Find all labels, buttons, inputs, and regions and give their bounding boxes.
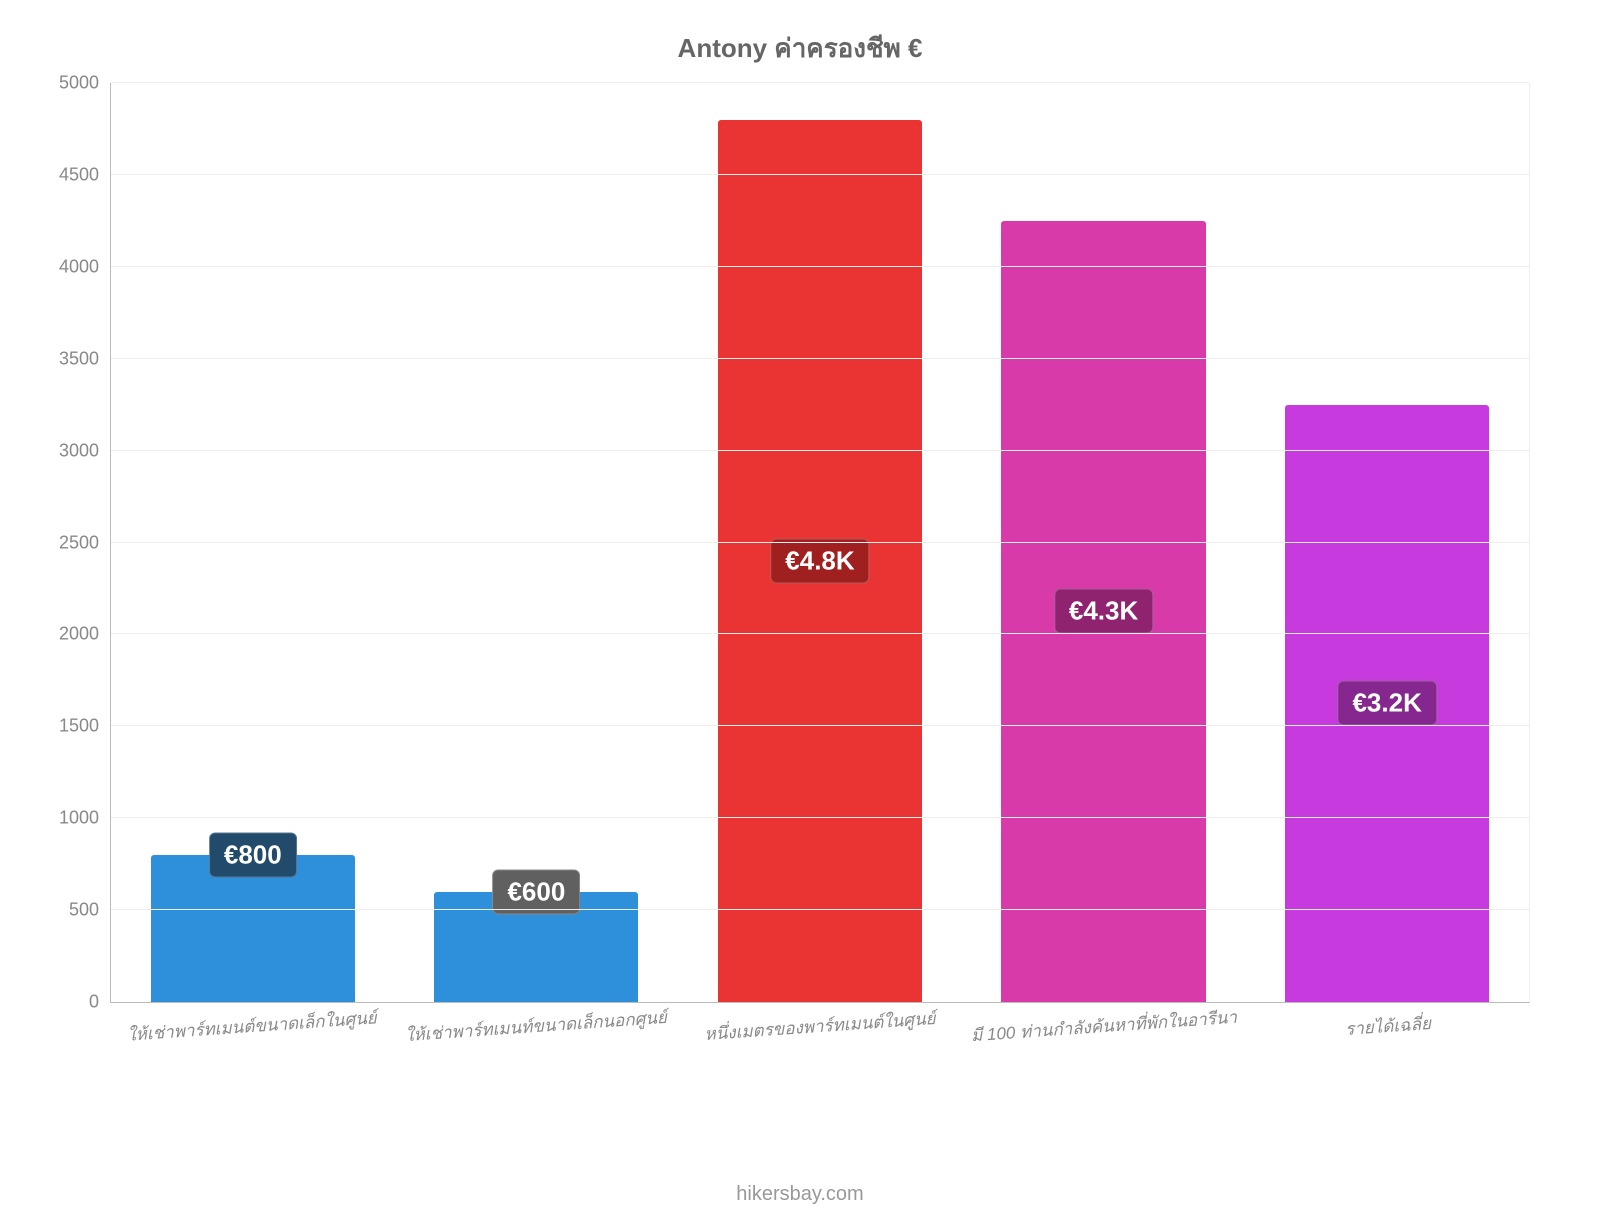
ytick-label: 4500 xyxy=(59,164,111,185)
bar-slot: €800 xyxy=(111,83,395,1002)
gridline xyxy=(111,174,1529,175)
ytick-label: 0 xyxy=(89,992,111,1013)
bar: €800 xyxy=(151,855,355,1002)
bar-slot: €3.2K xyxy=(1245,83,1529,1002)
x-axis: ให้เช่าพาร์ทเมนต์ขนาดเล็กในศูนย์ให้เช่าพ… xyxy=(110,1003,1530,1093)
bar-value-label: €600 xyxy=(492,869,580,914)
ytick-label: 5000 xyxy=(59,73,111,94)
footer-credit: hikersbay.com xyxy=(40,1183,1560,1206)
bar-value-label: €4.3K xyxy=(1054,589,1153,634)
bar-value-label: €4.8K xyxy=(770,538,869,583)
bar-value-label: €3.2K xyxy=(1337,681,1436,726)
gridline xyxy=(111,909,1529,910)
gridline xyxy=(111,358,1529,359)
ytick-label: 1500 xyxy=(59,716,111,737)
xaxis-slot: รายได้เฉลี่ย xyxy=(1246,1003,1530,1093)
gridline xyxy=(111,542,1529,543)
plot-area: €800€600€4.8K€4.3K€3.2K 0500100015002000… xyxy=(110,83,1530,1003)
chart-container: Antony ค่าครองชีพ € €800 €600 €4.8K €4.3K €3… xyxy=(0,0,1600,1200)
xaxis-slot: มี 100 ท่านกำลังค้นหาที่พักในอารีนา xyxy=(962,1003,1246,1093)
bar: €4.3K xyxy=(1001,221,1205,1002)
gridline xyxy=(111,266,1529,267)
ytick-label: 2000 xyxy=(59,624,111,645)
xtick-label: มี 100 ท่านกำลังค้นหาที่พักในอารีนา xyxy=(961,1003,1246,1050)
gridline xyxy=(111,633,1529,634)
xtick-label: ให้เช่าพาร์ทเมนต์ขนาดเล็กในศูนย์ xyxy=(109,1003,394,1050)
bar: €3.2K xyxy=(1285,405,1489,1002)
ytick-label: 500 xyxy=(69,900,111,921)
bar-slot: €600 xyxy=(395,83,679,1002)
bar-slot: €4.8K xyxy=(678,83,962,1002)
gridline xyxy=(111,450,1529,451)
ytick-label: 4000 xyxy=(59,256,111,277)
ytick-label: 2500 xyxy=(59,532,111,553)
bar: €4.8K xyxy=(718,120,922,1002)
xaxis-slot: หนึ่งเมตรของพาร์ทเมนต์ในศูนย์ xyxy=(678,1003,962,1093)
xaxis-slot: ให้เช่าพาร์ทเมนต์ขนาดเล็กในศูนย์ xyxy=(110,1003,394,1093)
xtick-label: หนึ่งเมตรของพาร์ทเมนต์ในศูนย์ xyxy=(677,1003,962,1050)
gridline xyxy=(111,725,1529,726)
gridline xyxy=(111,817,1529,818)
ytick-label: 3000 xyxy=(59,440,111,461)
bars-layer: €800 €600 €4.8K €4.3K €3.2K xyxy=(111,83,1529,1002)
bar-value-label: €800 xyxy=(209,832,297,877)
gridline xyxy=(111,82,1529,83)
chart-title: Antony ค่าครองชีพ € xyxy=(40,28,1560,69)
ytick-label: 3500 xyxy=(59,348,111,369)
ytick-label: 1000 xyxy=(59,808,111,829)
xtick-label: รายได้เฉลี่ย xyxy=(1245,1003,1530,1050)
xaxis-slot: ให้เช่าพาร์ทเมนท์ขนาดเล็กนอกศูนย์ xyxy=(394,1003,678,1093)
bar-slot: €4.3K xyxy=(962,83,1246,1002)
xtick-label: ให้เช่าพาร์ทเมนท์ขนาดเล็กนอกศูนย์ xyxy=(393,1003,678,1050)
